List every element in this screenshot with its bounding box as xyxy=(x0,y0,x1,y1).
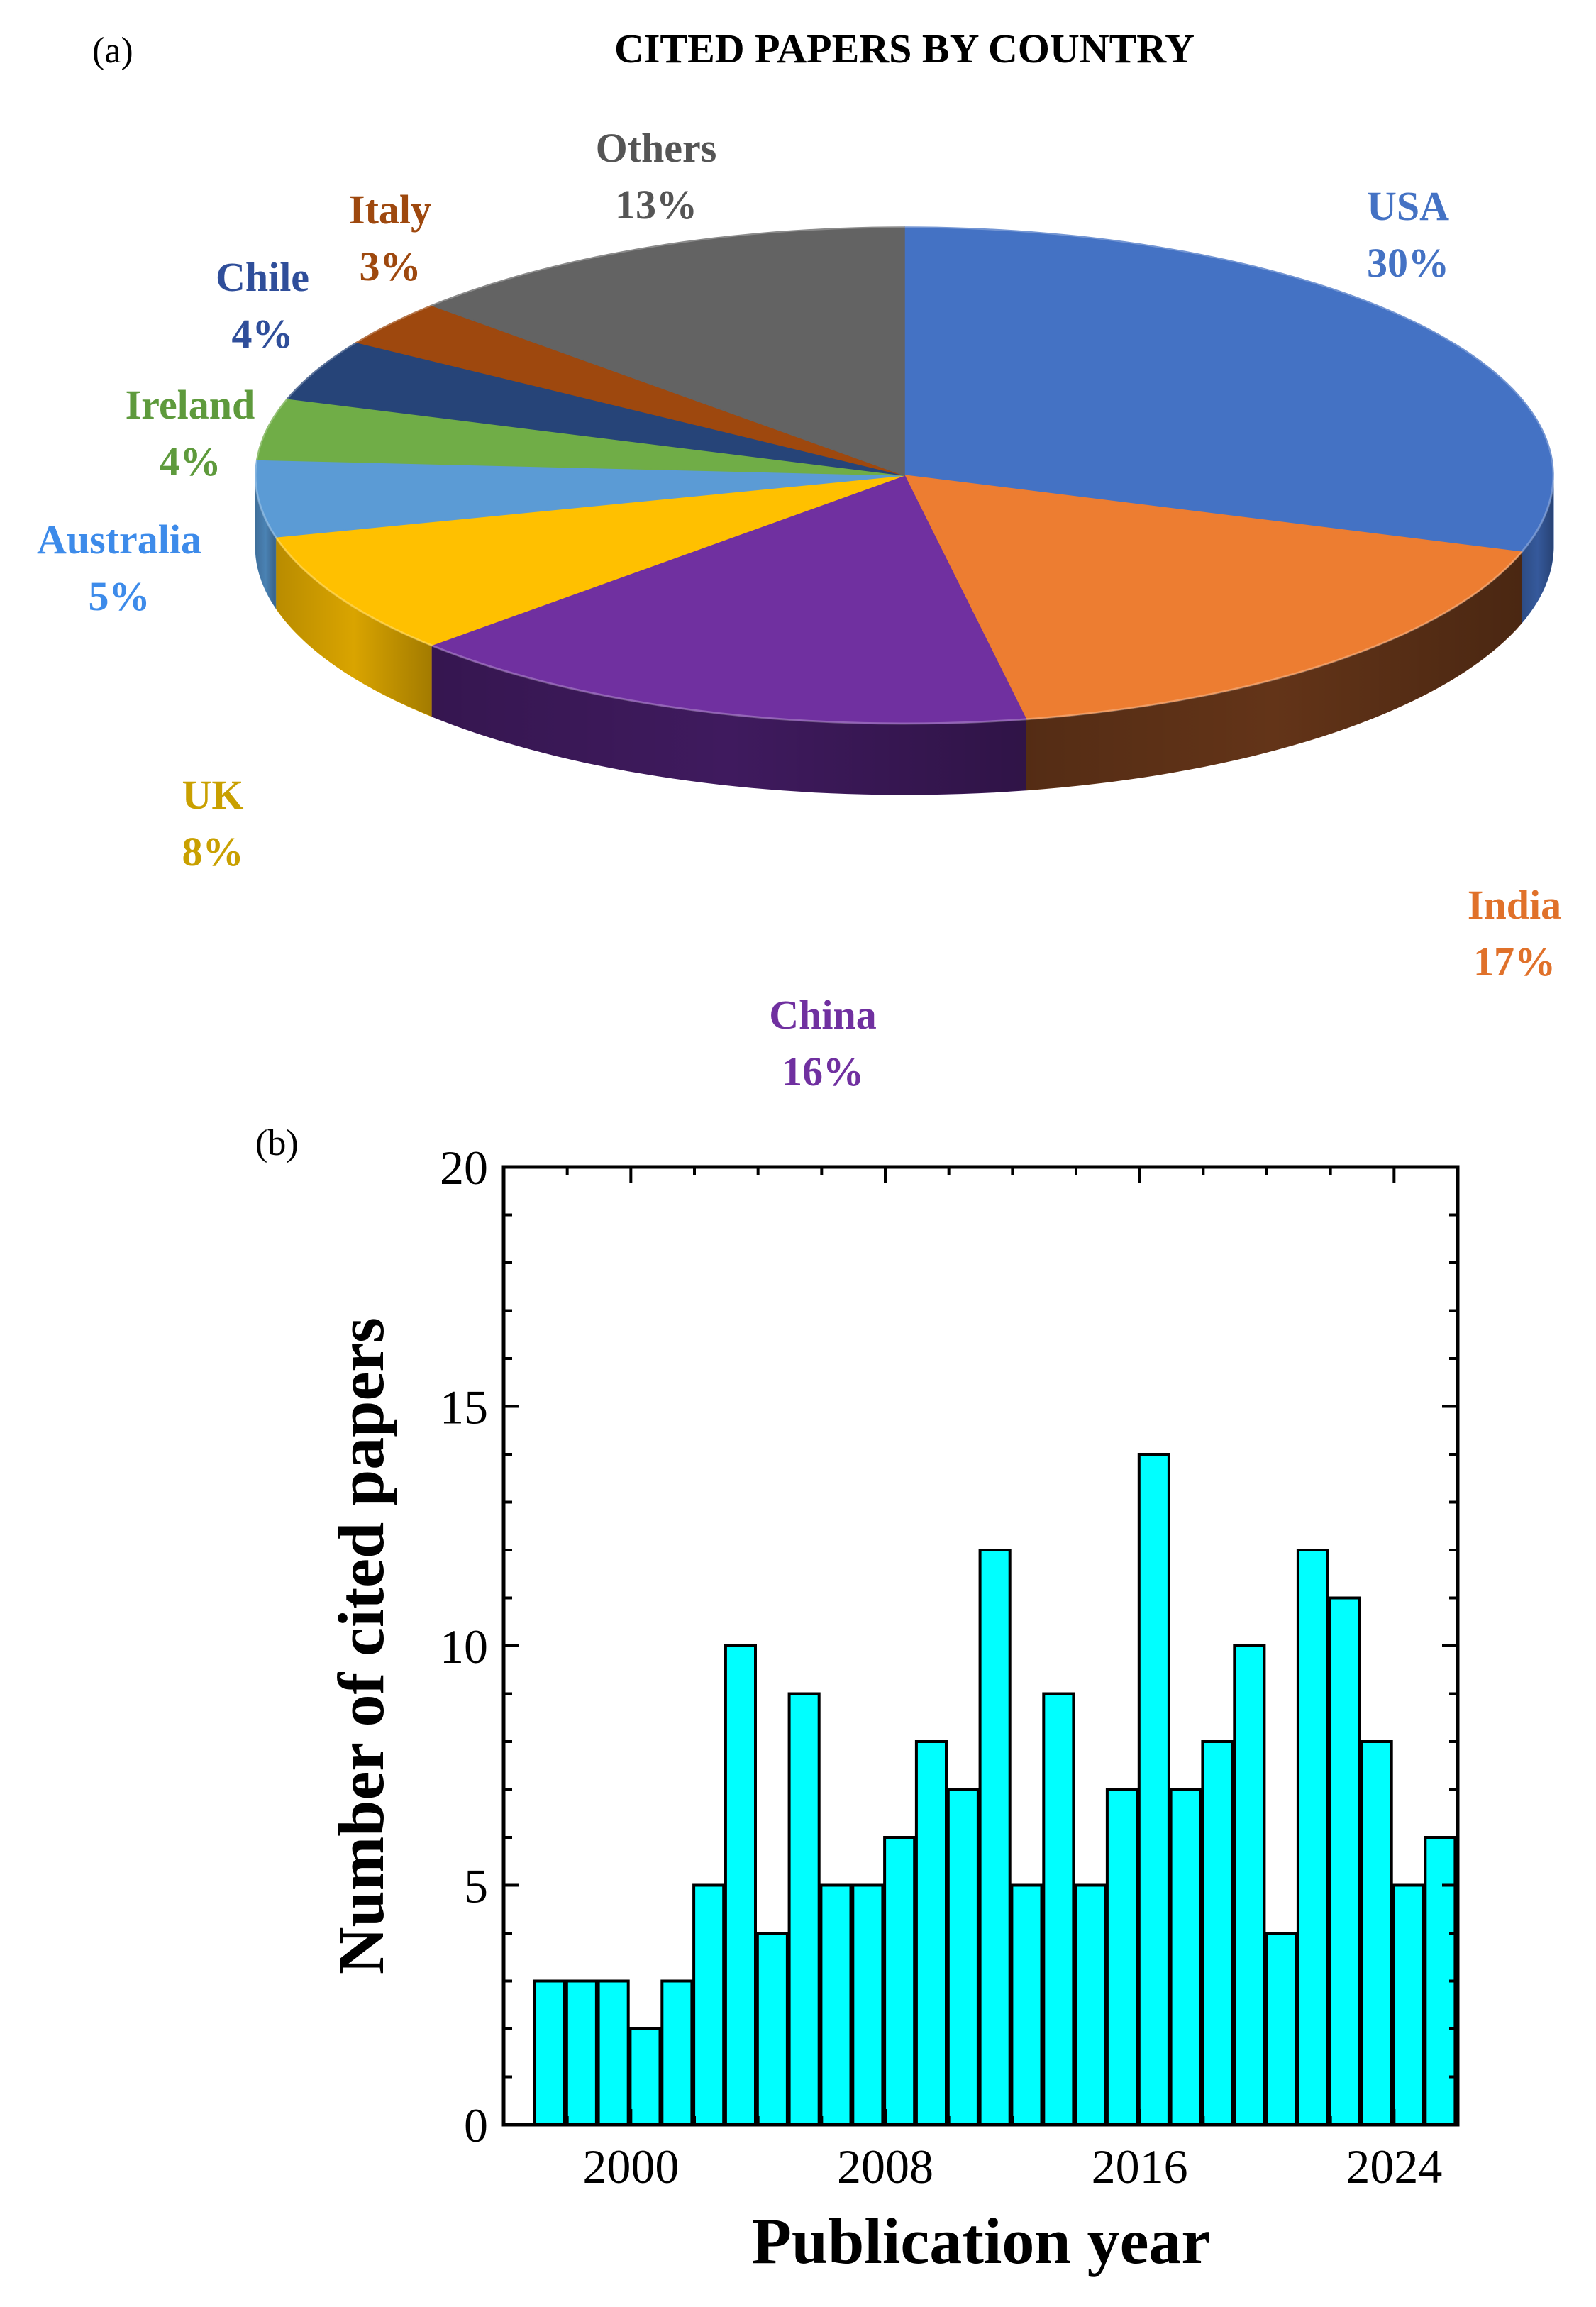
pie-slice-australia xyxy=(255,459,905,538)
y-tick-label-0: 0 xyxy=(464,2098,488,2152)
bar-2005 xyxy=(787,1692,821,2126)
bar-2010 xyxy=(946,1788,980,2126)
pie-side-shade-india xyxy=(1026,552,1522,790)
bar-2006 xyxy=(819,1883,853,2126)
pie-label-ireland: Ireland xyxy=(126,382,255,428)
x-tick-label-2008: 2008 xyxy=(837,2140,933,2193)
bar-chart: 0 5 10 15 20 2000 2008 2016 2024 Publication ye… xyxy=(325,1141,1460,2277)
y-axis-ticks: 0 5 10 15 20 xyxy=(440,1141,1458,2152)
pie-pct-uk: 8% xyxy=(182,829,244,875)
pie-slice-ireland xyxy=(255,398,905,476)
bar-2021 xyxy=(1296,1549,1330,2126)
pie-pct-ireland: 4% xyxy=(160,438,221,485)
bar-1997 xyxy=(533,1979,567,2126)
bar-1999 xyxy=(597,1979,630,2126)
pie-side-shade-usa xyxy=(1522,475,1553,624)
bar-2024 xyxy=(1392,1883,1425,2126)
bar-2014 xyxy=(1074,1883,1107,2126)
bar-2020 xyxy=(1265,1932,1298,2126)
panel-label-b: (b) xyxy=(255,1123,299,1163)
pie-label-others: Others xyxy=(596,125,717,171)
y-tick-label-10: 10 xyxy=(440,1620,488,1673)
x-axis-title: Publication year xyxy=(752,2205,1211,2277)
bar-2022 xyxy=(1328,1596,1361,2126)
pie-side-walls xyxy=(255,475,1554,795)
pie-pct-chile: 4% xyxy=(232,311,294,357)
pie-slice-usa xyxy=(904,226,1554,553)
bars xyxy=(533,1453,1457,2126)
panel-label-a: (a) xyxy=(92,31,133,71)
pie-slice-italy xyxy=(355,304,905,476)
pie-label-usa: USA xyxy=(1367,183,1449,229)
pie-side-shade-uk xyxy=(275,537,431,717)
bar-2004 xyxy=(755,1932,789,2126)
y-tick-label-20: 20 xyxy=(440,1141,488,1195)
pie-side-shade-china xyxy=(431,645,1026,795)
bar-2000 xyxy=(628,2027,662,2126)
bar-2011 xyxy=(978,1549,1012,2126)
y-tick-label-15: 15 xyxy=(440,1381,488,1434)
pie-pct-australia: 5% xyxy=(89,573,150,619)
bar-2015 xyxy=(1105,1788,1139,2126)
bar-2001 xyxy=(660,1979,694,2126)
pie-slices xyxy=(254,226,1555,725)
pie-pct-italy: 3% xyxy=(360,243,421,289)
y-axis-title: Number of cited papers xyxy=(325,1317,397,1974)
pie-pct-others: 13% xyxy=(615,182,697,228)
bar-2002 xyxy=(692,1883,726,2126)
bar-2019 xyxy=(1233,1644,1266,2126)
pie-rim-highlight xyxy=(254,226,1555,725)
pie-slice-uk xyxy=(275,475,905,646)
pie-pct-india: 17% xyxy=(1473,939,1556,985)
pie-slice-india xyxy=(903,475,1523,720)
x-tick-label-2000: 2000 xyxy=(582,2140,679,2193)
pie-side-shade-australia xyxy=(255,475,276,608)
pie-chart-title: CITED PAPERS BY COUNTRY xyxy=(614,26,1195,72)
bar-2009 xyxy=(914,1740,948,2126)
bar-1998 xyxy=(565,1979,598,2126)
pie-label-uk: UK xyxy=(182,772,244,818)
pie-slice-chile xyxy=(286,341,905,476)
bar-2013 xyxy=(1042,1692,1075,2126)
pie-label-india: India xyxy=(1468,882,1561,928)
plot-frame xyxy=(501,1165,1460,2127)
pie-slice-others xyxy=(429,226,905,477)
x-tick-label-2016: 2016 xyxy=(1092,2140,1188,2193)
x-tick-label-2024: 2024 xyxy=(1346,2140,1442,2193)
pie-pct-usa: 30% xyxy=(1367,240,1449,286)
bar-2007 xyxy=(851,1883,885,2126)
pie-label-italy: Italy xyxy=(349,187,431,233)
bar-2003 xyxy=(724,1644,758,2126)
bar-2017 xyxy=(1169,1788,1202,2126)
pie-label-australia: Australia xyxy=(37,516,201,563)
pie-label-chile: Chile xyxy=(216,254,309,300)
pie-slice-china xyxy=(429,475,1027,724)
pie-pct-china: 16% xyxy=(782,1049,864,1095)
y-tick-label-5: 5 xyxy=(464,1859,488,1913)
bar-2016 xyxy=(1137,1453,1170,2126)
bar-2023 xyxy=(1360,1740,1393,2126)
bar-2008 xyxy=(883,1836,916,2126)
pie-label-china: China xyxy=(769,992,877,1038)
x-axis-ticks: 2000 2008 2016 2024 xyxy=(502,1167,1459,2193)
pie-labels: USA 30% India 17% China 16% UK 8% Australia 5% Ire… xyxy=(37,125,1561,1095)
bar-2012 xyxy=(1010,1883,1043,2126)
bar-2018 xyxy=(1201,1740,1234,2126)
